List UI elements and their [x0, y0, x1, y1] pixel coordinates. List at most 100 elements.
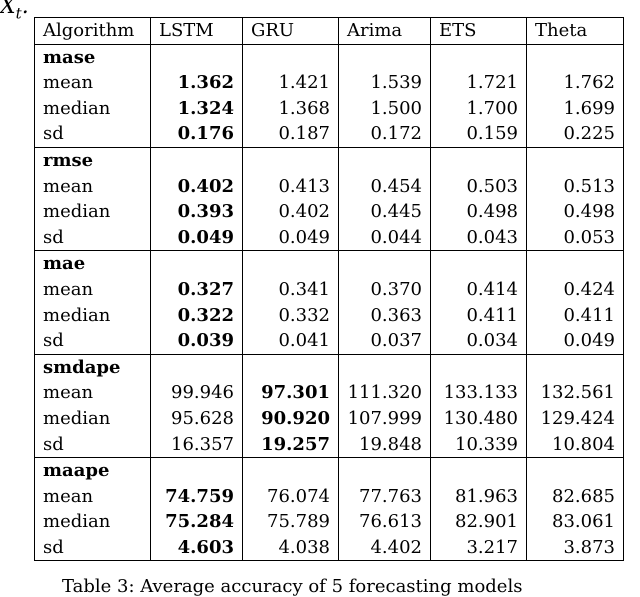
empty-cell: [150, 44, 243, 71]
preceding-text-fragment: Xt.: [0, 0, 29, 22]
table-body: mase mean 1.362 1.421 1.539 1.721 1.762 median 1…: [34, 44, 624, 562]
value-cell: 0.322: [150, 302, 243, 329]
value-cell: 19.257: [242, 431, 339, 459]
value-cell: 0.363: [338, 302, 431, 329]
value-cell: 75.284: [150, 509, 243, 535]
empty-cell: [242, 44, 339, 71]
table-row: sd 16.357 19.257 19.848 10.339 10.804: [34, 431, 624, 459]
empty-cell: [242, 250, 339, 277]
empty-cell: [338, 44, 431, 71]
statistic-label: mean: [34, 276, 151, 303]
value-cell: 10.339: [430, 431, 527, 459]
value-cell: 0.043: [430, 224, 527, 252]
value-cell: 81.963: [430, 483, 527, 510]
value-cell: 0.424: [526, 276, 624, 303]
statistic-label: sd: [34, 121, 151, 148]
value-cell: 16.357: [150, 431, 243, 459]
best-value: 0.327: [177, 278, 234, 300]
value-cell: 0.172: [338, 121, 431, 148]
value-cell: 1.362: [150, 70, 243, 96]
table-row: mean 74.759 76.074 77.763 81.963 82.685: [34, 483, 624, 510]
value-cell: 82.901: [430, 509, 527, 535]
value-cell: 1.421: [242, 70, 339, 96]
statistic-label: sd: [34, 431, 151, 459]
value-cell: 0.159: [430, 121, 527, 148]
section-header-row: mase: [34, 44, 624, 71]
value-cell: 130.480: [430, 405, 527, 432]
value-cell: 1.324: [150, 95, 243, 122]
empty-cell: [150, 147, 243, 174]
empty-cell: [338, 250, 431, 277]
value-cell: 4.402: [338, 534, 431, 562]
value-cell: 0.402: [150, 173, 243, 200]
value-cell: 76.074: [242, 483, 339, 510]
column-header: LSTM: [150, 17, 243, 45]
best-value: 0.049: [177, 226, 234, 248]
column-header: Algorithm: [34, 17, 151, 45]
empty-cell: [526, 147, 624, 174]
value-cell: 99.946: [150, 380, 243, 406]
value-cell: 0.053: [526, 224, 624, 252]
empty-cell: [430, 457, 527, 484]
table-row: sd 0.049 0.049 0.044 0.043 0.053: [34, 224, 624, 252]
value-cell: 0.402: [242, 199, 339, 225]
value-cell: 76.613: [338, 509, 431, 535]
empty-cell: [430, 250, 527, 277]
value-cell: 83.061: [526, 509, 624, 535]
table-row: median 95.628 90.920 107.999 130.480 129.424: [34, 405, 624, 432]
value-cell: 111.320: [338, 380, 431, 406]
value-cell: 0.411: [526, 302, 624, 329]
value-cell: 3.873: [526, 534, 624, 562]
accuracy-table: Algorithm LSTM GRU Arima ETS Theta mase mean 1.…: [34, 17, 624, 562]
value-cell: 0.411: [430, 302, 527, 329]
best-value: 1.324: [177, 97, 234, 119]
best-value: 4.603: [177, 536, 234, 558]
table-row: mean 0.327 0.341 0.370 0.414 0.424: [34, 276, 624, 303]
empty-cell: [430, 44, 527, 71]
best-value: 97.301: [261, 382, 330, 404]
value-cell: 0.044: [338, 224, 431, 252]
value-cell: 90.920: [242, 405, 339, 432]
math-symbol: X: [0, 0, 16, 19]
value-cell: 19.848: [338, 431, 431, 459]
value-cell: 0.176: [150, 121, 243, 148]
table-row: mean 0.402 0.413 0.454 0.503 0.513: [34, 173, 624, 200]
value-cell: 1.762: [526, 70, 624, 96]
value-cell: 0.039: [150, 328, 243, 355]
column-header: Arima: [338, 17, 431, 45]
best-value: 75.284: [165, 511, 234, 533]
table-row: mean 99.946 97.301 111.320 133.133 132.561: [34, 380, 624, 406]
metric-name: rmse: [34, 147, 151, 174]
best-value: 0.039: [177, 330, 234, 352]
statistic-label: mean: [34, 70, 151, 96]
empty-cell: [150, 457, 243, 484]
table-row: median 1.324 1.368 1.500 1.700 1.699: [34, 95, 624, 122]
value-cell: 0.037: [338, 328, 431, 355]
value-cell: 0.041: [242, 328, 339, 355]
value-cell: 0.498: [430, 199, 527, 225]
math-subscript: t: [15, 4, 22, 23]
statistic-label: median: [34, 199, 151, 225]
section-header-row: rmse: [34, 147, 624, 174]
section-header-row: mae: [34, 250, 624, 277]
value-cell: 0.187: [242, 121, 339, 148]
value-cell: 0.341: [242, 276, 339, 303]
empty-cell: [150, 354, 243, 381]
empty-cell: [242, 457, 339, 484]
value-cell: 3.217: [430, 534, 527, 562]
statistic-label: sd: [34, 534, 151, 562]
statistic-label: median: [34, 95, 151, 122]
empty-cell: [242, 147, 339, 174]
statistic-label: mean: [34, 483, 151, 510]
table-row: sd 4.603 4.038 4.402 3.217 3.873: [34, 534, 624, 562]
value-cell: 107.999: [338, 405, 431, 432]
value-cell: 1.721: [430, 70, 527, 96]
value-cell: 82.685: [526, 483, 624, 510]
value-cell: 0.049: [150, 224, 243, 252]
section-header-row: maape: [34, 457, 624, 484]
empty-cell: [150, 250, 243, 277]
value-cell: 95.628: [150, 405, 243, 432]
value-cell: 1.699: [526, 95, 624, 122]
value-cell: 0.225: [526, 121, 624, 148]
table-row: median 0.393 0.402 0.445 0.498 0.498: [34, 199, 624, 225]
